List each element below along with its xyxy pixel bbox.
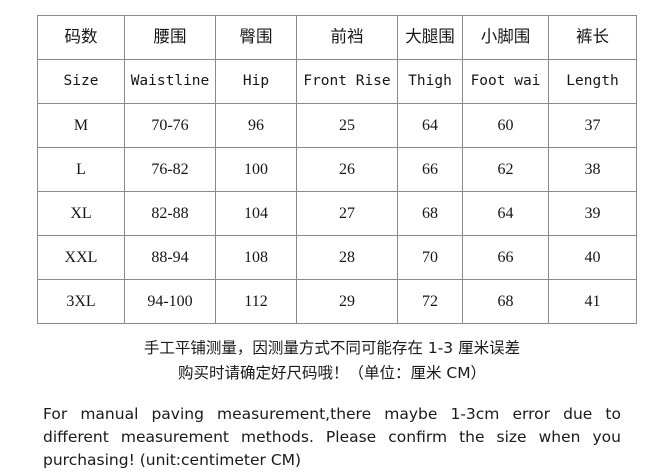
header-en-thigh: Thigh bbox=[397, 59, 463, 104]
table-row: M 70-76 96 25 64 60 37 bbox=[37, 103, 637, 148]
cell-thigh: 66 bbox=[397, 147, 463, 192]
size-chart-table: 码数 腰围 臀围 前裆 大腿围 小脚围 裤长 Size Waistline Hi… bbox=[37, 15, 637, 324]
header-cn-waistline: 腰围 bbox=[124, 15, 216, 60]
measurement-note-chinese-line1: 手工平铺测量，因测量方式不同可能存在 1-3 厘米误差 bbox=[143, 339, 521, 357]
cell-waistline: 70-76 bbox=[124, 103, 216, 148]
cell-size: XXL bbox=[37, 235, 125, 280]
header-cn-length: 裤长 bbox=[548, 15, 637, 60]
table-row: L 76-82 100 26 66 62 38 bbox=[37, 147, 637, 192]
cell-thigh: 72 bbox=[397, 279, 463, 324]
cell-hip: 100 bbox=[215, 147, 297, 192]
header-cn-size: 码数 bbox=[37, 15, 125, 60]
cell-foot-wai: 62 bbox=[462, 147, 549, 192]
cell-front-rise: 28 bbox=[296, 235, 398, 280]
cell-front-rise: 27 bbox=[296, 191, 398, 236]
cell-hip: 96 bbox=[215, 103, 297, 148]
cell-thigh: 64 bbox=[397, 103, 463, 148]
cell-foot-wai: 68 bbox=[462, 279, 549, 324]
header-cn-foot-wai: 小脚围 bbox=[462, 15, 549, 60]
header-en-length: Length bbox=[548, 59, 637, 104]
size-chart-table-container: 码数 腰围 臀围 前裆 大腿围 小脚围 裤长 Size Waistline Hi… bbox=[37, 15, 637, 324]
cell-size: 3XL bbox=[37, 279, 125, 324]
measurement-note-chinese: 手工平铺测量，因测量方式不同可能存在 1-3 厘米误差 购买时请确定好尺码哦！（… bbox=[0, 336, 664, 386]
cell-thigh: 70 bbox=[397, 235, 463, 280]
cell-waistline: 82-88 bbox=[124, 191, 216, 236]
table-row: 3XL 94-100 112 29 72 68 41 bbox=[37, 279, 637, 324]
cell-size: M bbox=[37, 103, 125, 148]
cell-hip: 108 bbox=[215, 235, 297, 280]
cell-front-rise: 29 bbox=[296, 279, 398, 324]
cell-size: L bbox=[37, 147, 125, 192]
cell-thigh: 68 bbox=[397, 191, 463, 236]
cell-length: 37 bbox=[548, 103, 637, 148]
cell-hip: 104 bbox=[215, 191, 297, 236]
cell-length: 38 bbox=[548, 147, 637, 192]
header-cn-hip: 臀围 bbox=[215, 15, 297, 60]
table-header-row-chinese: 码数 腰围 臀围 前裆 大腿围 小脚围 裤长 bbox=[37, 15, 637, 60]
size-chart-table-body: 码数 腰围 臀围 前裆 大腿围 小脚围 裤长 Size Waistline Hi… bbox=[37, 15, 637, 324]
cell-foot-wai: 60 bbox=[462, 103, 549, 148]
header-cn-thigh: 大腿围 bbox=[397, 15, 463, 60]
cell-size: XL bbox=[37, 191, 125, 236]
cell-hip: 112 bbox=[215, 279, 297, 324]
measurement-note-chinese-line2: 购买时请确定好尺码哦！（单位：厘米 CM） bbox=[177, 364, 487, 382]
header-cn-front-rise: 前裆 bbox=[296, 15, 398, 60]
header-en-front-rise: Front Rise bbox=[296, 59, 398, 104]
cell-front-rise: 26 bbox=[296, 147, 398, 192]
cell-waistline: 76-82 bbox=[124, 147, 216, 192]
cell-length: 39 bbox=[548, 191, 637, 236]
header-en-waistline: Waistline bbox=[124, 59, 216, 104]
header-en-size: Size bbox=[37, 59, 125, 104]
table-row: XL 82-88 104 27 68 64 39 bbox=[37, 191, 637, 236]
header-en-hip: Hip bbox=[215, 59, 297, 104]
cell-waistline: 88-94 bbox=[124, 235, 216, 280]
cell-foot-wai: 66 bbox=[462, 235, 549, 280]
measurement-note-english: For manual paving measurement,there mayb… bbox=[43, 405, 621, 469]
cell-waistline: 94-100 bbox=[124, 279, 216, 324]
header-en-foot-wai: Foot wai bbox=[462, 59, 549, 104]
cell-length: 41 bbox=[548, 279, 637, 324]
table-row: XXL 88-94 108 28 70 66 40 bbox=[37, 235, 637, 280]
cell-foot-wai: 64 bbox=[462, 191, 549, 236]
table-header-row-english: Size Waistline Hip Front Rise Thigh Foot… bbox=[37, 59, 637, 104]
cell-front-rise: 25 bbox=[296, 103, 398, 148]
cell-length: 40 bbox=[548, 235, 637, 280]
